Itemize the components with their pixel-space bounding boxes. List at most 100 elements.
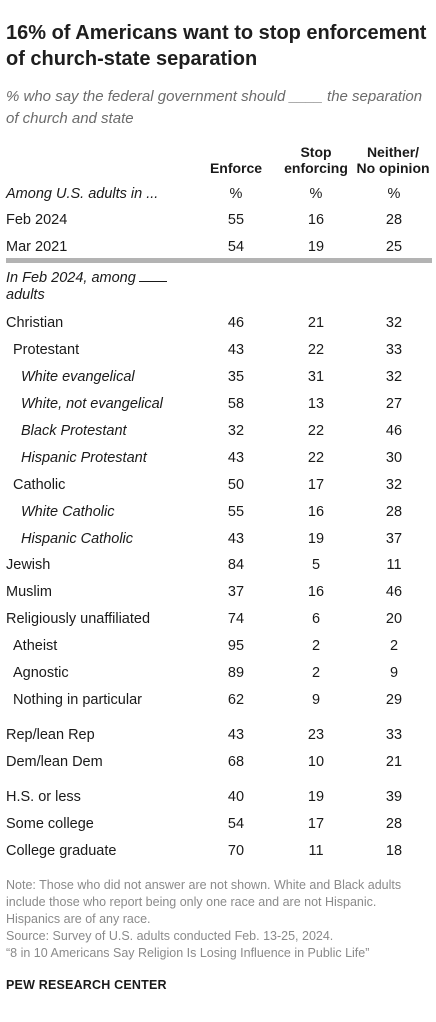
value-stop: 19 <box>307 789 325 805</box>
table-row: Nothing in particular 62 9 29 <box>0 688 436 712</box>
table-row: White Catholic 55 16 28 <box>0 500 436 524</box>
value-enforce: 40 <box>227 789 245 805</box>
row-label: Hispanic Protestant <box>21 450 147 466</box>
value-neither: 11 <box>386 557 402 573</box>
value-enforce: 55 <box>227 212 245 228</box>
value-stop: 13 <box>307 396 325 412</box>
value-stop: 9 <box>311 692 321 708</box>
value-neither: 32 <box>385 477 403 493</box>
value-stop: 2 <box>311 665 321 681</box>
table-row: Mar 2021 54 19 25 <box>0 235 436 259</box>
value-neither: 32 <box>385 315 403 331</box>
blank-line <box>138 281 167 282</box>
table-row: White, not evangelical 58 13 27 <box>0 392 436 416</box>
row-label: White evangelical <box>21 369 135 385</box>
column-header-stop-enforcing: Stop enforcing <box>276 144 356 176</box>
value-neither: 37 <box>385 531 403 547</box>
value-enforce: 84 <box>227 557 245 573</box>
value-enforce: 43 <box>227 342 245 358</box>
value-stop: 10 <box>307 754 325 770</box>
table-row: Muslim 37 16 46 <box>0 580 436 604</box>
value-stop: 16 <box>307 504 325 520</box>
value-enforce: 74 <box>227 611 245 627</box>
value-stop: 23 <box>307 727 325 743</box>
value-enforce: 32 <box>227 423 245 439</box>
brand-logo-text: PEW RESEARCH CENTER <box>6 978 167 992</box>
row-label: Protestant <box>13 342 80 358</box>
row-label: Catholic <box>13 477 66 493</box>
unit-enforce: % <box>229 186 243 202</box>
column-header-enforce-label: Enforce <box>209 160 263 176</box>
value-neither: 28 <box>385 212 403 228</box>
value-neither: 2 <box>389 638 399 654</box>
table-row: Hispanic Protestant 43 22 30 <box>0 446 436 470</box>
table-row: Jewish 84 5 11 <box>0 553 436 577</box>
value-neither: 33 <box>385 342 403 358</box>
value-neither: 21 <box>385 754 403 770</box>
table-row: Christian 46 21 32 <box>0 311 436 335</box>
value-enforce: 37 <box>227 584 245 600</box>
value-enforce: 62 <box>227 692 245 708</box>
table-row: Catholic 50 17 32 <box>0 473 436 497</box>
value-neither: 30 <box>385 450 403 466</box>
value-stop: 22 <box>307 423 325 439</box>
value-stop: 22 <box>307 450 325 466</box>
section2-label: In Feb 2024, among adults <box>6 270 226 304</box>
value-neither: 20 <box>385 611 403 627</box>
value-enforce: 43 <box>227 450 245 466</box>
row-label: Feb 2024 <box>6 212 68 228</box>
value-stop: 16 <box>307 584 325 600</box>
row-label: White Catholic <box>21 504 115 520</box>
column-header-neither-line2: No opinion <box>356 160 430 176</box>
table-row: Some college 54 17 28 <box>0 812 436 836</box>
note-text: Note: Those who did not answer are not s… <box>6 878 402 926</box>
section2-label-part2: adults <box>6 287 45 303</box>
value-neither: 9 <box>389 665 399 681</box>
unit-stop: % <box>309 186 323 202</box>
row-label: H.S. or less <box>6 789 81 805</box>
row-label: Some college <box>6 816 94 832</box>
column-header-stop-line2: enforcing <box>284 160 348 176</box>
table-row: White evangelical 35 31 32 <box>0 365 436 389</box>
value-enforce: 54 <box>227 816 245 832</box>
value-neither: 33 <box>385 727 403 743</box>
row-label: Mar 2021 <box>6 239 68 255</box>
value-enforce: 35 <box>227 369 245 385</box>
row-label: Dem/lean Dem <box>6 754 103 770</box>
value-enforce: 58 <box>227 396 245 412</box>
page-title: 16% of Americans want to stop enforcemen… <box>6 22 427 70</box>
row-label: Nothing in particular <box>13 692 142 708</box>
value-neither: 29 <box>385 692 403 708</box>
subtitle: % who say the federal government should … <box>6 88 423 127</box>
row-label: Religiously unaffiliated <box>6 611 151 627</box>
value-neither: 25 <box>385 239 403 255</box>
row-label: Black Protestant <box>21 423 127 439</box>
section2-label-part1: In Feb 2024, among <box>6 270 136 286</box>
value-enforce: 50 <box>227 477 245 493</box>
row-label: Christian <box>6 315 64 331</box>
value-stop: 19 <box>307 531 325 547</box>
unit-neither: % <box>387 186 401 202</box>
value-neither: 46 <box>385 423 403 439</box>
row-label: Muslim <box>6 584 52 600</box>
table-row: Religiously unaffiliated 74 6 20 <box>0 607 436 631</box>
value-enforce: 54 <box>227 239 245 255</box>
table-row: H.S. or less 40 19 39 <box>0 785 436 809</box>
value-enforce: 55 <box>227 504 245 520</box>
section1-header-row: Among U.S. adults in ... % % % <box>0 182 436 206</box>
value-enforce: 46 <box>227 315 245 331</box>
value-neither: 46 <box>385 584 403 600</box>
value-neither: 27 <box>385 396 403 412</box>
table-row: Atheist 95 2 2 <box>0 634 436 658</box>
table-row: Feb 2024 55 16 28 <box>0 208 436 232</box>
row-label: Agnostic <box>13 665 69 681</box>
value-stop: 2 <box>311 638 321 654</box>
value-enforce: 43 <box>227 531 245 547</box>
table-row: College graduate 70 11 18 <box>0 839 436 863</box>
value-enforce: 95 <box>227 638 245 654</box>
row-label: Atheist <box>13 638 58 654</box>
value-stop: 21 <box>307 315 325 331</box>
value-enforce: 68 <box>227 754 245 770</box>
value-neither: 18 <box>385 843 403 859</box>
section-divider <box>6 258 432 263</box>
